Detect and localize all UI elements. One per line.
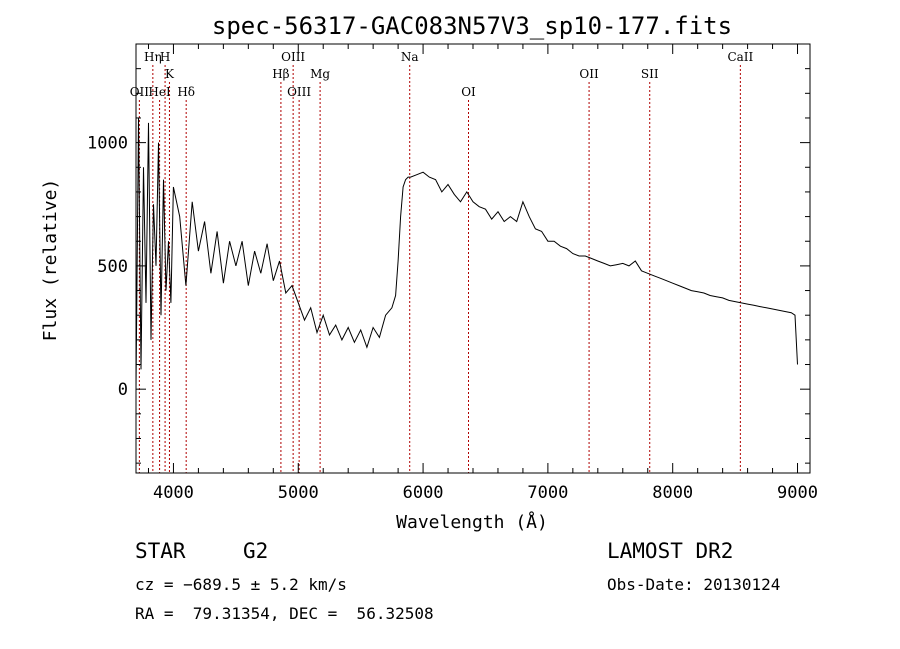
plot-frame	[135, 43, 811, 474]
object-subclass: G2	[243, 539, 269, 563]
x-tick-label: 5000	[278, 483, 319, 503]
x-tick-label: 6000	[403, 483, 444, 503]
spectrum-line	[135, 117, 798, 390]
line-marker-label: HeI	[148, 85, 171, 99]
line-marker-label: Hη	[144, 50, 162, 64]
axis-ticks: 4000 5000 6000 7000 8000 9000 0 500 1000	[87, 43, 818, 503]
x-tick-label: 4000	[153, 483, 194, 503]
y-tick-label: 1000	[87, 134, 128, 154]
line-marker-label: OII	[579, 67, 599, 81]
line-marker-label: K	[165, 67, 175, 81]
coordinates: RA = 79.31354, DEC = 56.32508	[135, 604, 434, 623]
line-marker-label: H	[160, 50, 170, 64]
line-marker-label: OII	[130, 85, 150, 99]
x-tick-label: 9000	[777, 483, 818, 503]
observation-date: Obs-Date: 20130124	[607, 575, 781, 594]
y-axis-label: Flux (relative)	[40, 179, 61, 342]
line-marker-label: Mg	[310, 67, 330, 81]
spectrum-series	[135, 117, 798, 390]
survey-name: LAMOST DR2	[607, 539, 734, 563]
line-marker-label: OI	[461, 85, 476, 99]
line-marker-label: SII	[641, 67, 659, 81]
redshift-value: cz = −689.5 ± 5.2 km/s	[135, 575, 347, 594]
line-marker-label: OIII	[287, 85, 311, 99]
y-tick-label: 0	[118, 380, 128, 400]
line-marker-label: Na	[401, 50, 419, 64]
x-axis-label: Wavelength (Å)	[396, 511, 548, 533]
chart-title: spec-56317-GAC083N57V3_sp10-177.fits	[212, 12, 732, 40]
line-marker-label: Hβ	[272, 67, 289, 81]
line-marker-label: CaII	[727, 50, 753, 64]
object-class: STAR	[135, 539, 186, 563]
x-tick-label: 8000	[652, 483, 693, 503]
line-marker-label: OIII	[281, 50, 305, 64]
x-tick-label: 7000	[527, 483, 568, 503]
y-tick-label: 500	[97, 257, 128, 277]
line-marker-label: Hδ	[177, 85, 195, 99]
